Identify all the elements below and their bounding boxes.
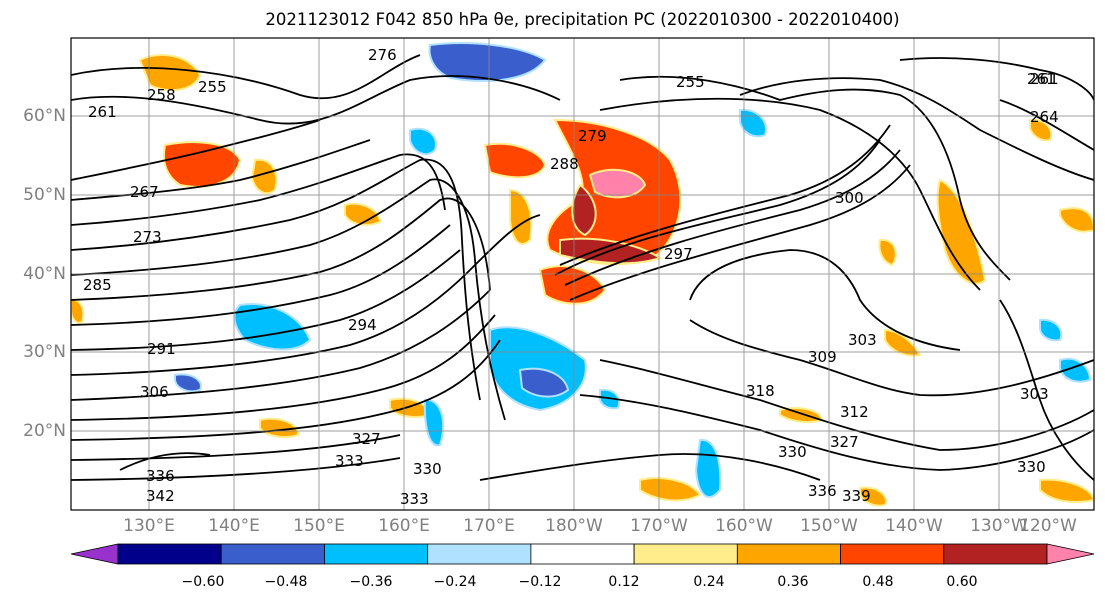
colorbar-box	[117, 543, 222, 565]
colorbar-box	[943, 543, 1048, 565]
contour-label: 255	[198, 78, 227, 96]
contour-label: 261	[1027, 70, 1056, 88]
contour-label: 261	[88, 103, 117, 121]
lon-label-140e: 140°E	[208, 516, 260, 536]
contour-label: 309	[808, 348, 837, 366]
colorbar-box	[220, 543, 325, 565]
contour-label: 294	[348, 316, 377, 334]
colorbar-extend-high	[1046, 543, 1095, 565]
contour-label: 312	[840, 403, 869, 421]
colorbar-box	[633, 543, 738, 565]
colorbar-tick: 0.48	[862, 574, 894, 590]
contour-label: 306	[140, 383, 169, 401]
figure-title: 2021123012 F042 850 hPa θe, precipitatio…	[265, 10, 900, 29]
lon-label-170e: 170°E	[463, 516, 515, 536]
colorbar-tick: 0.60	[946, 574, 978, 590]
contour-label: 273	[133, 228, 162, 246]
contour-label: 336	[146, 467, 175, 485]
lat-label-40n: 40°N	[23, 264, 66, 284]
lon-label-150w: 150°W	[800, 516, 858, 536]
contour-label: 261	[1030, 70, 1059, 88]
lon-label-130e: 130°E	[123, 516, 175, 536]
contour-label: 330	[1017, 458, 1046, 476]
colorbar-tick: −0.60	[181, 574, 225, 590]
colorbar-box	[324, 543, 429, 565]
negative-anomaly-shading	[174, 42, 1092, 498]
lon-label-160w: 160°W	[715, 516, 773, 536]
contour-label: 288	[550, 155, 579, 173]
contour-label: 258	[147, 86, 176, 104]
map-gridlines	[71, 38, 1094, 510]
colorbar-box	[427, 543, 532, 565]
colorbar-tick: −0.48	[264, 574, 308, 590]
contour-label: 327	[830, 433, 859, 451]
lon-label-150e: 150°E	[293, 516, 345, 536]
colorbar-tick: −0.24	[433, 574, 477, 590]
contour-label: 291	[147, 340, 176, 358]
contour-label: 285	[83, 276, 112, 294]
colorbar-tick: 0.24	[693, 574, 725, 590]
colorbar-extend-low	[70, 543, 119, 565]
contour-label: 318	[746, 382, 775, 400]
contour-label: 330	[413, 460, 442, 478]
colorbar-tick: −0.12	[518, 574, 562, 590]
contour-label: 297	[664, 245, 693, 263]
contour-label: 303	[848, 331, 877, 349]
map-frame	[70, 37, 1095, 511]
contour-label: 276	[368, 46, 397, 64]
contour-label: 255	[676, 73, 705, 91]
colorbar-tick: 0.36	[777, 574, 809, 590]
lat-label-50n: 50°N	[23, 185, 66, 205]
lat-label-60n: 60°N	[23, 106, 66, 126]
colorbar-box	[736, 543, 841, 565]
lon-label-170w: 170°W	[630, 516, 688, 536]
colorbar-box	[530, 543, 635, 565]
contour-label: 264	[1030, 108, 1059, 126]
contour-label: 339	[842, 487, 871, 505]
contour-label: 303	[1020, 385, 1049, 403]
contour-label: 342	[146, 487, 175, 505]
contour-label: 327	[352, 430, 381, 448]
lon-label-140w: 140°W	[885, 516, 943, 536]
theta-e-contours	[71, 54, 1094, 481]
colorbar-tick: −0.36	[349, 574, 393, 590]
contour-label: 336	[808, 482, 837, 500]
lon-label-120w: 120°W	[1019, 516, 1077, 536]
colorbar-box	[840, 543, 945, 565]
colorbar-tick: 0.12	[608, 574, 640, 590]
colorbar	[70, 543, 1095, 565]
lon-label-180w: 180°W	[545, 516, 603, 536]
lat-label-20n: 20°N	[23, 421, 66, 441]
lat-label-30n: 30°N	[23, 342, 66, 362]
contour-label: 333	[400, 490, 429, 508]
contour-label: 279	[578, 127, 607, 145]
lon-label-130w: 130°W	[970, 516, 1028, 536]
lon-label-160e: 160°E	[378, 516, 430, 536]
contour-label: 267	[130, 183, 159, 201]
contour-label: 333	[335, 452, 364, 470]
contour-label: 330	[778, 443, 807, 461]
contour-label: 300	[835, 189, 864, 207]
